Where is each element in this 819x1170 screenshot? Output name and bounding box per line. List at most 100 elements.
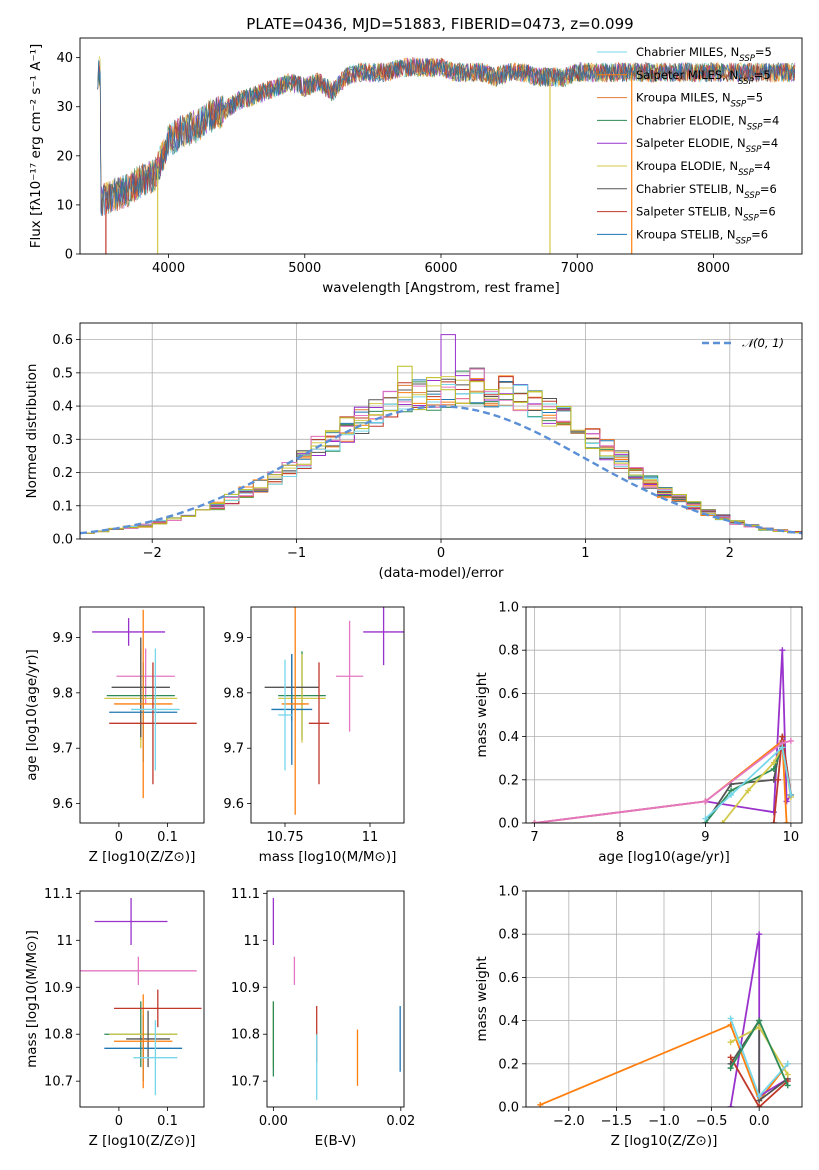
weight-line bbox=[729, 1017, 789, 1103]
y-tick-label: 0.0 bbox=[498, 817, 519, 832]
axes-frame bbox=[250, 606, 405, 824]
x-tick-label: 10.75 bbox=[266, 830, 303, 845]
weight-line bbox=[729, 1056, 789, 1107]
y-tick-label: 0.0 bbox=[498, 1101, 519, 1116]
y-tick-label: 0.4 bbox=[498, 730, 519, 745]
y-tick-label: 9.9 bbox=[52, 631, 73, 646]
plot-area bbox=[92, 609, 197, 799]
x-tick-label: 9 bbox=[701, 830, 709, 845]
weight-line bbox=[534, 740, 792, 823]
y-tick-label: 1.0 bbox=[498, 885, 519, 900]
y-tick-label: 0.2 bbox=[52, 466, 73, 481]
spectrum-panel: 4000 5000 6000 7000 8000 0 10 20 30 40 wavelength … bbox=[28, 37, 803, 296]
y-tick-label: 0.5 bbox=[52, 366, 73, 381]
x-tick-label: 0.0 bbox=[749, 1114, 770, 1129]
x-axis-label: mass [log10(M/M⊙)] bbox=[259, 849, 397, 865]
plot-area bbox=[531, 647, 794, 823]
y-tick-label: 0.8 bbox=[498, 928, 519, 943]
weight-marker bbox=[727, 1054, 734, 1061]
y-tick-label: 0.6 bbox=[498, 971, 519, 986]
plot-area bbox=[264, 607, 404, 815]
weight-vs-age-panel: 7 8 9 10 0.0 0.2 0.4 0.6 0.8 1.0 age [log10(age/yr… bbox=[474, 601, 803, 865]
weight-marker bbox=[779, 733, 786, 740]
x-tick-label: −2.0 bbox=[553, 1114, 585, 1129]
x-axis-label: Z [log10(Z/Z⊙)] bbox=[89, 1133, 196, 1149]
x-tick-label: 6000 bbox=[424, 261, 457, 276]
weight-marker bbox=[779, 647, 786, 654]
x-tick-label: 0 bbox=[115, 830, 123, 845]
legend-entry: Chabrier STELIB, NSSP=6 bbox=[636, 182, 777, 201]
weight-marker bbox=[784, 1060, 791, 1067]
y-axis-label: mass weight bbox=[474, 672, 490, 757]
x-axis-label: age [log10(age/yr)] bbox=[598, 849, 730, 865]
weight-marker bbox=[728, 791, 735, 798]
weight-marker bbox=[745, 787, 752, 794]
axes-frame bbox=[79, 890, 205, 1108]
x-tick-label: 0 bbox=[437, 546, 445, 561]
y-tick-label: 10.7 bbox=[44, 1075, 73, 1090]
weight-marker bbox=[719, 820, 726, 823]
legend-entry: Chabrier ELODIE, NSSP=4 bbox=[636, 113, 779, 132]
weight-marker bbox=[787, 791, 794, 798]
y-tick-label: 20 bbox=[56, 149, 73, 164]
weight-marker bbox=[756, 1104, 763, 1107]
y-tick-label: 0.3 bbox=[52, 433, 73, 448]
weight-line bbox=[539, 1023, 789, 1106]
y-tick-label: 0.2 bbox=[498, 1057, 519, 1072]
weight-vs-metallicity-panel: −2.0 −1.5 −1.0 −0.5 0.0 0.0 0.2 0.4 0.6 0.8 1.0 Z [… bbox=[474, 885, 803, 1149]
y-tick-label: 0.4 bbox=[498, 1014, 519, 1029]
spectrum-line bbox=[97, 58, 796, 216]
x-tick-label: 0.00 bbox=[259, 1114, 288, 1129]
y-tick-label: 0.2 bbox=[498, 773, 519, 788]
plot-area bbox=[97, 56, 796, 254]
y-tick-label: 9.8 bbox=[52, 686, 73, 701]
y-tick-label: 0.6 bbox=[498, 687, 519, 702]
y-tick-label: 11.1 bbox=[231, 887, 260, 902]
weight-marker bbox=[770, 766, 777, 772]
weight-marker bbox=[702, 815, 709, 822]
y-tick-label: 10.9 bbox=[44, 981, 73, 996]
residual-histogram-panel: −2 −1 0 1 2 0.0 0.1 0.2 0.3 0.4 0.5 0.6 (data-model)… bbox=[24, 322, 803, 581]
x-axis-label: E(B-V) bbox=[315, 1133, 357, 1149]
plot-area bbox=[272, 898, 401, 1100]
age-vs-metallicity-panel: 0 0.1 9.6 9.7 9.8 9.9 Z [log10(Z/Z⊙)] age [log1… bbox=[24, 606, 205, 865]
histogram-step bbox=[80, 365, 802, 539]
legend-entry: Chabrier MILES, NSSP=5 bbox=[636, 45, 772, 64]
y-tick-label: 10.9 bbox=[231, 981, 260, 996]
x-tick-label: −1 bbox=[287, 546, 306, 561]
weight-marker bbox=[779, 744, 786, 751]
x-tick-label: 10 bbox=[783, 830, 800, 845]
axes-frame bbox=[266, 890, 405, 1108]
weight-marker bbox=[775, 776, 782, 783]
x-axis-label: (data-model)/error bbox=[378, 565, 504, 581]
normal-curve bbox=[80, 405, 802, 535]
weight-marker bbox=[784, 1071, 791, 1078]
legend-entry: Kroupa STELIB, NSSP=6 bbox=[636, 227, 768, 246]
weight-marker bbox=[787, 737, 794, 744]
figure-title: PLATE=0436, MJD=51883, FIBERID=0473, z=0… bbox=[246, 15, 633, 33]
y-tick-label: 9.7 bbox=[52, 742, 73, 757]
x-tick-label: 2 bbox=[726, 546, 734, 561]
y-tick-label: 0.1 bbox=[52, 499, 73, 514]
x-tick-label: 0.1 bbox=[157, 830, 178, 845]
weight-marker bbox=[727, 1039, 734, 1046]
weight-marker bbox=[727, 1104, 734, 1107]
weight-line bbox=[772, 736, 792, 823]
y-tick-label: 30 bbox=[56, 100, 73, 115]
y-tick-label: 40 bbox=[56, 51, 73, 66]
y-tick-label: 11 bbox=[243, 934, 260, 949]
y-tick-label: 9.6 bbox=[52, 797, 73, 812]
x-axis-label: wavelength [Angstrom, rest frame] bbox=[322, 280, 560, 296]
legend-entry: Kroupa ELODIE, NSSP=4 bbox=[636, 159, 771, 178]
weight-marker bbox=[702, 798, 709, 805]
y-tick-label: 10.7 bbox=[231, 1075, 260, 1090]
x-axis-label: Z [log10(Z/Z⊙)] bbox=[611, 1133, 718, 1149]
x-axis-label: Z [log10(Z/Z⊙)] bbox=[89, 849, 196, 865]
x-tick-label: −1.5 bbox=[601, 1114, 633, 1129]
age-vs-mass-panel: 10.75 11 9.6 9.7 9.8 9.9 mass [log10(M/M⊙)] bbox=[223, 606, 405, 865]
y-tick-label: 10 bbox=[56, 198, 73, 213]
y-tick-label: 9.6 bbox=[223, 797, 244, 812]
y-tick-label: 11.1 bbox=[44, 887, 73, 902]
weight-marker bbox=[783, 820, 790, 823]
y-axis-label: Normed distribution bbox=[24, 364, 40, 499]
